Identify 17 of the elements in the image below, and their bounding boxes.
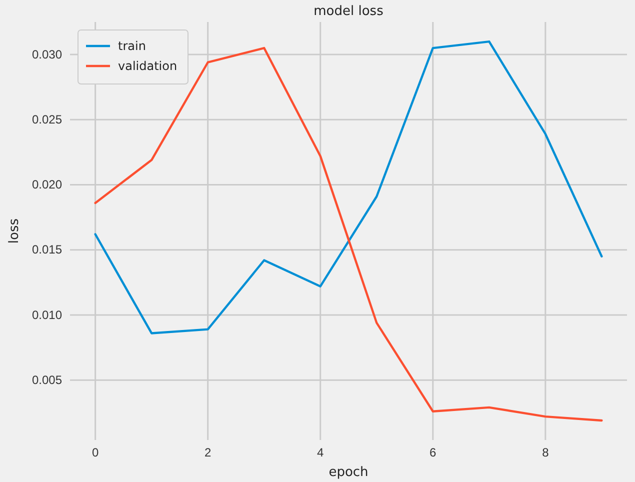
y-tick-label: 0.005 [32,372,62,387]
y-tick-label: 0.020 [32,178,62,192]
x-tick-label: 0 [92,446,99,460]
x-tick-label: 4 [317,446,324,460]
chart-title: model loss [314,4,384,19]
y-tick-label: 0.025 [32,112,62,127]
legend-label: validation [118,59,178,73]
y-tick-label: 0.010 [32,308,62,322]
legend-label: train [118,39,146,53]
x-tick-label: 6 [430,446,437,460]
y-tick-label: 0.015 [32,242,62,257]
y-axis-title: loss [7,218,22,244]
line-series [94,40,603,334]
x-tick-label: 2 [204,446,212,460]
x-axis-title: epoch [328,465,368,480]
y-tick-label: 0.030 [32,47,62,62]
x-tick-label: 8 [542,446,550,460]
